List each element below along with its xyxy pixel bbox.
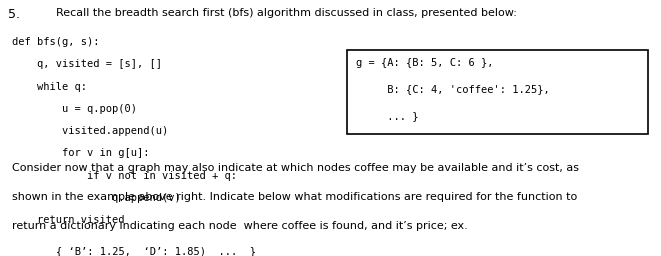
Text: 5.: 5. [8,8,20,21]
Text: for v in g[u]:: for v in g[u]: [12,148,149,158]
Bar [347,50,648,134]
Text: while q:: while q: [12,82,87,92]
Text: { ‘B’: 1.25,  ‘D’: 1.85)  ...  }: { ‘B’: 1.25, ‘D’: 1.85) ... } [56,246,256,256]
Text: B: {C: 4, 'coffee': 1.25},: B: {C: 4, 'coffee': 1.25}, [356,84,549,94]
Text: return visited: return visited [12,215,124,225]
Text: Recall the breadth search first (bfs) algorithm discussed in class, presented be: Recall the breadth search first (bfs) al… [56,8,517,18]
Text: return a dictionary indicating each node  where coffee is found, and it’s price;: return a dictionary indicating each node… [12,221,467,231]
Text: if v not in visited + q:: if v not in visited + q: [12,171,237,181]
Text: shown in the example above right. Indicate below what modifications are required: shown in the example above right. Indica… [12,192,577,202]
Text: def bfs(g, s):: def bfs(g, s): [12,37,99,47]
Text: ... }: ... } [356,111,418,121]
Text: u = q.pop(0): u = q.pop(0) [12,104,137,114]
Text: q.append(v): q.append(v) [12,193,180,203]
Text: q, visited = [s], []: q, visited = [s], [] [12,59,162,69]
Text: Consider now that a graph may also indicate at which nodes coffee may be availab: Consider now that a graph may also indic… [12,163,579,173]
Text: g = {A: {B: 5, C: 6 },: g = {A: {B: 5, C: 6 }, [356,58,493,68]
Text: visited.append(u): visited.append(u) [12,126,168,136]
